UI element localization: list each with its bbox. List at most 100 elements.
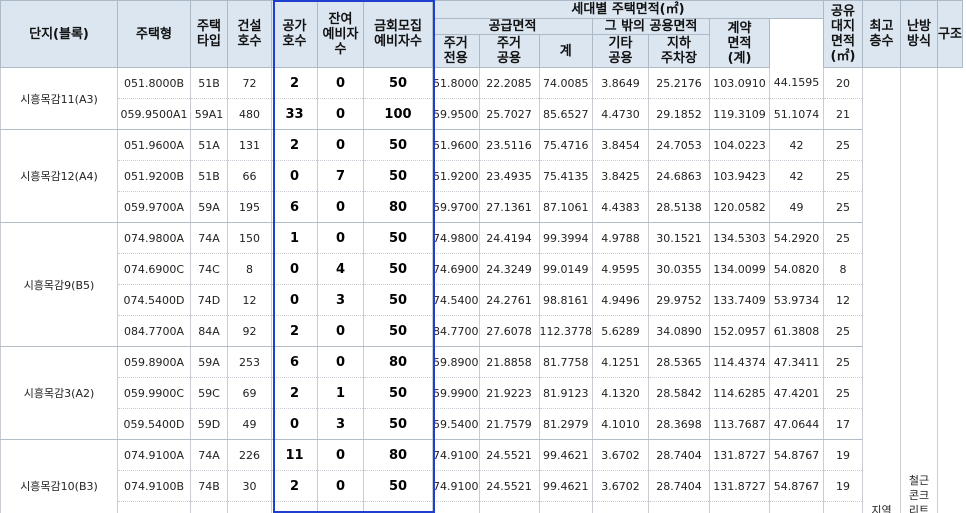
units-cell: 92 <box>227 315 272 347</box>
complex-name: 시흥목감10(B3) <box>0 439 118 513</box>
table-row: 시흥목감9(B5) 074.9800A 74A 150 1 0 50 74.9800 24.41… <box>0 222 963 347</box>
recruit-cell: 50 <box>363 377 433 409</box>
floors-cell: 25 <box>823 191 863 223</box>
total-cell: 112.7264 <box>538 501 593 513</box>
etc-common-cell: 3.6702 <box>592 439 649 471</box>
land-cell: 62.1951 <box>769 501 824 513</box>
header-reserve: 잔여 예비자수 <box>317 0 364 68</box>
contract-cell: 134.5303 <box>709 222 770 254</box>
etc-common-cell: 4.4383 <box>592 191 649 223</box>
floors-cell: 20 <box>823 67 863 99</box>
reserve-cell: 0 <box>317 501 364 513</box>
units-cell: 69 <box>227 377 272 409</box>
supply-units-cell: 2 <box>271 315 318 347</box>
common-cell: 23.4935 <box>478 160 540 192</box>
supply-units-cell: 0 <box>271 408 318 440</box>
contract-cell: 134.0099 <box>709 253 770 285</box>
total-cell: 99.4621 <box>538 439 593 471</box>
table-row: 074.6900C 74C 8 0 4 50 74.6900 24.3249 99.0149 4.… <box>1 253 963 285</box>
floors-cell: 25 <box>823 129 863 161</box>
reserve-cell: 1 <box>317 377 364 409</box>
excl-cell: 51.9200 <box>432 160 480 192</box>
land-cell: 42 <box>769 129 824 161</box>
header-excl: 주거 전용 <box>432 34 480 68</box>
units-cell: 253 <box>227 346 272 378</box>
contract-cell: 114.6285 <box>709 377 770 409</box>
recruit-cell: 80 <box>363 191 433 223</box>
table-row: 074.5400D 74D 12 0 3 50 74.5400 24.2761 98.8161 4… <box>1 284 963 316</box>
units-cell: 49 <box>227 408 272 440</box>
etc-common-cell: 4.1010 <box>592 408 649 440</box>
recruit-cell: 50 <box>363 470 433 502</box>
supply-units-cell: 2 <box>271 67 318 99</box>
table-row: 059.5400D 59D 49 0 3 50 59.5400 21.7579 81.2979 4… <box>1 408 963 440</box>
common-cell: 22.2085 <box>478 67 540 99</box>
supply-units-cell: 0 <box>271 284 318 316</box>
recruit-cell: 50 <box>363 129 433 161</box>
header-recruit: 금회모집 예비자수 <box>363 0 433 68</box>
floors-cell: 25 <box>823 222 863 254</box>
floors-cell: 21 <box>823 98 863 130</box>
contract-cell: 133.7409 <box>709 284 770 316</box>
house-type-cell: 074.9100B <box>117 470 191 502</box>
floors-cell: 25 <box>823 377 863 409</box>
common-cell: 24.5521 <box>478 439 540 471</box>
units-cell: 226 <box>227 439 272 471</box>
units-cell: 12 <box>227 284 272 316</box>
supply-units-cell: 11 <box>271 439 318 471</box>
units-cell: 30 <box>227 470 272 502</box>
land-cell: 54.8767 <box>769 439 824 471</box>
house-type-cell: 074.6900C <box>117 253 191 285</box>
house-type-cell: 074.5400D <box>117 284 191 316</box>
house-tag-cell: 84A <box>190 501 228 513</box>
total-cell: 81.2979 <box>538 408 593 440</box>
total-cell: 112.3778 <box>538 315 593 347</box>
etc-common-cell: 4.9595 <box>592 253 649 285</box>
house-tag-cell: 51A <box>190 129 228 161</box>
parking-cell: 28.7404 <box>648 439 710 471</box>
floors-cell: 25 <box>823 160 863 192</box>
land-cell: 47.0644 <box>769 408 824 440</box>
excl-cell: 84.9000 <box>432 501 480 513</box>
total-cell: 81.9123 <box>538 377 593 409</box>
header-floors: 최고 층수 <box>862 0 901 68</box>
common-cell: 27.8264 <box>478 501 540 513</box>
supply-units-cell: 0 <box>271 253 318 285</box>
floors-cell: 19 <box>823 470 863 502</box>
house-type-cell: 059.9900C <box>117 377 191 409</box>
house-tag-cell: 74C <box>190 253 228 285</box>
reserve-cell: 0 <box>317 98 364 130</box>
etc-common-cell: 4.1597 <box>592 501 649 513</box>
table-row: 059.9500A1 59A1 480 33 0 100 59.9500 25.7027 85.… <box>1 98 963 130</box>
house-tag-cell: 51B <box>190 160 228 192</box>
contract-cell: 114.4374 <box>709 346 770 378</box>
reserve-cell: 3 <box>317 284 364 316</box>
floors-cell: 25 <box>823 346 863 378</box>
land-cell: 61.3808 <box>769 315 824 347</box>
etc-common-cell: 3.8454 <box>592 129 649 161</box>
house-tag-cell: 51B <box>190 67 228 99</box>
parking-cell: 30.1521 <box>648 222 710 254</box>
excl-cell: 59.9500 <box>432 98 480 130</box>
excl-cell: 74.6900 <box>432 253 480 285</box>
header-structure: 구조 <box>937 0 963 68</box>
total-cell: 75.4716 <box>538 129 593 161</box>
land-cell: 47.4201 <box>769 377 824 409</box>
parking-cell: 32.5733 <box>648 501 710 513</box>
recruit-cell: 50 <box>363 253 433 285</box>
supply-units-cell: 17 <box>271 501 318 513</box>
complex-name: 시흥목감9(B5) <box>0 222 118 347</box>
excl-cell: 59.8900 <box>432 346 480 378</box>
recruit-cell: 50 <box>363 284 433 316</box>
header-total: 계 <box>538 34 593 68</box>
recruit-cell: 50 <box>363 315 433 347</box>
table-row: 시흥목감10(B3) 074.9100A 74A 226 11 0 80 74.9100 24.… <box>0 439 963 513</box>
floors-cell: 17 <box>823 408 863 440</box>
etc-common-cell: 5.6289 <box>592 315 649 347</box>
supply-units-cell: 0 <box>271 160 318 192</box>
total-cell: 85.6527 <box>538 98 593 130</box>
house-type-cell: 059.9700A <box>117 191 191 223</box>
total-cell: 75.4135 <box>538 160 593 192</box>
parking-cell: 28.3698 <box>648 408 710 440</box>
table-row: 084.9000A84A3381708084.900027.8264112.72… <box>1 501 963 513</box>
